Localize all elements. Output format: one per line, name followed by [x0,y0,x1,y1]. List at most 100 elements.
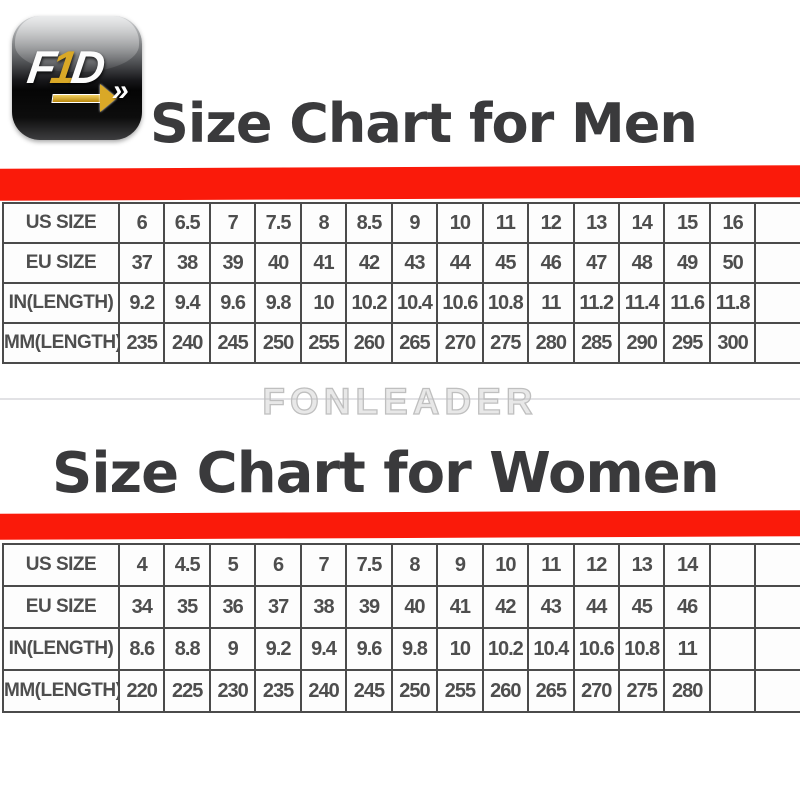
size-cell: 255 [299,322,348,364]
size-cell: 11 [527,282,575,324]
size-cell: 38 [299,585,348,629]
size-cell: 9 [436,543,484,587]
logo-gloss-highlight [15,16,139,72]
size-cell [754,242,800,284]
table-row: EU SIZE 37 38 39 40 41 42 43 44 45 46 47 48 49 50 [2,242,800,284]
women-section-title: Size Chart for Women [52,441,720,506]
size-cell: 39 [345,585,393,629]
red-divider-women [0,510,800,540]
row-label: US SIZE [2,202,120,244]
size-cell: 41 [299,242,348,284]
size-cell: 37 [117,242,166,284]
size-cell: 290 [617,322,666,364]
size-cell: 46 [527,242,575,284]
table-row: MM(LENGTH) 235 240 245 250 255 260 265 270 275 280… [2,322,800,364]
size-cell: 6.5 [163,202,211,244]
size-cell [708,669,757,713]
row-label: MM(LENGTH) [2,669,120,713]
logo-wordmark: F1D [24,41,104,93]
size-cell [754,202,800,244]
size-cell: 47 [572,242,620,284]
size-cell: 245 [208,322,257,364]
size-cell: 35 [163,585,211,629]
size-cell: 10.6 [436,282,484,324]
size-cell: 9 [208,627,257,671]
size-cell [754,627,800,671]
men-section-title: Size Chart for Men [150,92,698,155]
size-cell: 235 [117,322,166,364]
women-size-table: US SIZE 4 4.5 5 6 7 7.5 8 9 10 11 12 13 14 EU SIZE 34 35… [2,543,800,713]
size-cell: 9.8 [254,282,302,324]
size-cell: 220 [117,669,166,713]
size-cell: 255 [436,669,484,713]
size-cell: 280 [527,322,575,364]
table-row: US SIZE 6 6.5 7 7.5 8 8.5 9 10 11 12 13 14 15 16 [2,202,800,244]
size-cell: 8.6 [117,627,166,671]
size-cell: 13 [617,543,666,587]
logo-letter-d: D [68,41,104,93]
size-cell: 9.2 [254,627,302,671]
size-cell: 10.2 [481,627,530,671]
size-cell: 34 [117,585,166,629]
size-cell: 260 [345,322,393,364]
size-cell: 10.6 [572,627,620,671]
size-cell: 11 [527,543,575,587]
table-row: US SIZE 4 4.5 5 6 7 7.5 8 9 10 11 12 13 14 [2,543,800,587]
size-cell: 280 [663,669,711,713]
size-cell: 8 [299,202,348,244]
size-cell: 11.4 [617,282,666,324]
size-cell: 250 [254,322,302,364]
size-cell: 12 [572,543,620,587]
size-cell: 48 [617,242,666,284]
size-cell: 9.4 [299,627,348,671]
size-cell: 5 [208,543,257,587]
table-row: MM(LENGTH) 220 225 230 235 240 245 250 255 260 265… [2,669,800,713]
size-cell: 12 [527,202,575,244]
size-cell: 14 [617,202,666,244]
size-cell: 14 [663,543,711,587]
size-cell: 11.6 [663,282,711,324]
size-cell: 46 [663,585,711,629]
size-cell: 10.2 [345,282,393,324]
size-cell: 265 [390,322,439,364]
size-cell [708,585,757,629]
size-cell: 9 [390,202,439,244]
size-cell: 45 [617,585,666,629]
size-cell: 265 [527,669,575,713]
size-cell: 300 [708,322,757,364]
size-cell: 10 [436,202,484,244]
size-cell: 43 [527,585,575,629]
size-cell: 44 [572,585,620,629]
size-cell: 15 [663,202,711,244]
size-cell [754,585,800,629]
size-cell [754,543,800,587]
size-cell: 8 [390,543,439,587]
size-cell: 10 [436,627,484,671]
size-cell: 40 [390,585,439,629]
size-cell: 37 [254,585,302,629]
size-cell: 10 [481,543,530,587]
row-label: MM(LENGTH) [2,322,120,364]
size-cell: 9.2 [117,282,166,324]
size-cell: 225 [163,669,211,713]
size-cell: 270 [436,322,484,364]
size-cell: 7.5 [254,202,302,244]
size-cell: 13 [572,202,620,244]
size-cell: 39 [208,242,257,284]
row-label: EU SIZE [2,585,120,629]
size-cell: 10.4 [390,282,439,324]
size-cell: 11 [663,627,711,671]
size-cell: 6 [254,543,302,587]
red-divider-men [0,165,800,201]
size-cell [754,669,800,713]
size-cell: 240 [299,669,348,713]
size-cell: 6 [117,202,166,244]
size-cell: 11.2 [572,282,620,324]
size-cell: 245 [345,669,393,713]
size-cell: 8.5 [345,202,393,244]
size-cell: 4.5 [163,543,211,587]
size-cell: 10 [299,282,348,324]
size-cell: 42 [481,585,530,629]
size-cell: 9.6 [345,627,393,671]
size-cell: 42 [345,242,393,284]
